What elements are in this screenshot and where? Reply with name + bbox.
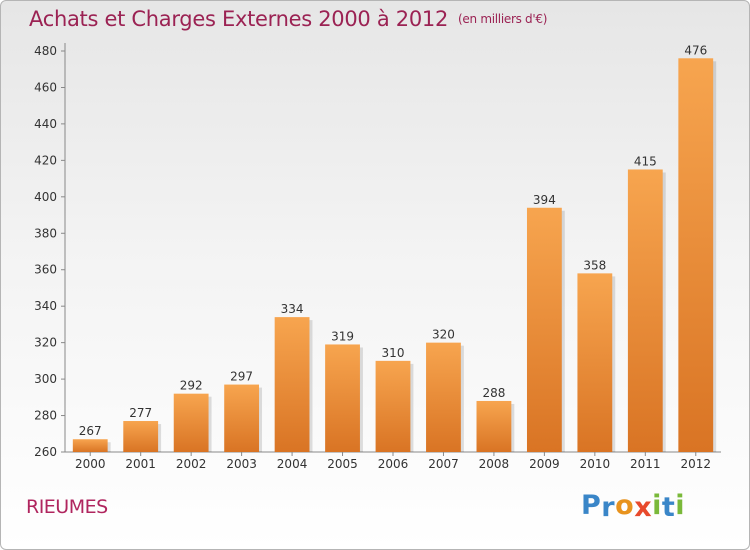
x-tick-label: 2003 (226, 457, 257, 471)
x-tick-label: 2009 (529, 457, 560, 471)
data-label-2001: 277 (129, 406, 152, 420)
bar-2007 (426, 342, 461, 452)
logo-letter: r (601, 492, 616, 523)
x-tick-label: 2010 (580, 457, 611, 471)
bar-2004 (274, 317, 310, 452)
logo-letter: i (652, 490, 662, 521)
commune-name: RIEUMES (26, 496, 108, 518)
bar-2010 (577, 273, 613, 452)
x-tick-label: 2001 (125, 457, 156, 471)
data-label-2002: 292 (180, 379, 203, 393)
y-tick-label: 420 (34, 153, 57, 167)
data-label-2008: 288 (482, 386, 505, 400)
data-label-2003: 297 (230, 370, 253, 384)
chart-subtitle: (en milliers d'€) (458, 12, 548, 26)
y-tick-label: 460 (34, 80, 57, 94)
bar-2009 (526, 207, 562, 452)
bar-2003 (224, 384, 260, 452)
x-tick-label: 2002 (176, 457, 207, 471)
x-tick-label: 2008 (479, 457, 510, 471)
y-tick-label: 260 (34, 445, 57, 459)
x-tick-label: 2000 (75, 457, 106, 471)
y-tick-label: 300 (34, 372, 57, 386)
data-label-2012: 476 (684, 43, 707, 57)
y-tick-label: 380 (34, 226, 57, 240)
proxiti-logo[interactable]: Proxiti (581, 490, 686, 523)
chart-title: Achats et Charges Externes 2000 à 2012 (e… (29, 7, 547, 31)
bar-2005 (325, 344, 360, 452)
logo-letter: P (581, 490, 602, 521)
logo-letter: x (634, 492, 653, 523)
bar-2001 (123, 421, 159, 452)
bar-2011 (627, 169, 663, 452)
x-tick-label: 2005 (327, 457, 358, 471)
bar-2002 (173, 393, 209, 452)
logo-letter: t (661, 492, 676, 523)
y-tick-label: 320 (34, 336, 57, 350)
y-tick-label: 400 (34, 190, 57, 204)
data-label-2010: 358 (583, 258, 606, 272)
data-label-2004: 334 (281, 302, 304, 316)
x-tick-label: 2006 (378, 457, 409, 471)
chart-data-labels: 267 277 292 297 334 319 310 320 288 394 358 415 476 (79, 43, 707, 438)
bar-2006 (375, 360, 411, 452)
logo-letter: i (675, 490, 686, 521)
chart-bars (72, 58, 717, 453)
x-tick-label: 2012 (680, 457, 711, 471)
y-tick-label: 360 (34, 263, 57, 277)
x-tick-label: 2011 (630, 457, 661, 471)
data-label-2000: 267 (79, 424, 102, 438)
data-label-2011: 415 (634, 154, 657, 168)
y-tick-label: 340 (34, 299, 57, 313)
x-tick-label: 2007 (428, 457, 459, 471)
bar-2008 (476, 400, 512, 452)
y-tick-label: 280 (34, 409, 57, 423)
data-label-2009: 394 (533, 193, 556, 207)
chart-title-text: Achats et Charges Externes 2000 à 2012 (29, 7, 449, 31)
y-tick-label: 480 (34, 44, 57, 58)
data-label-2007: 320 (432, 328, 455, 342)
y-tick-label: 440 (34, 117, 57, 131)
x-tick-label: 2004 (277, 457, 308, 471)
chart-axes: 260 280 300 320 340 360 380 400 420 440 460 480 2000… (34, 43, 721, 471)
bar-2000 (72, 439, 108, 452)
bar-2012 (678, 58, 714, 453)
data-label-2005: 319 (331, 329, 354, 343)
logo-letter: o (615, 490, 635, 521)
data-label-2006: 310 (382, 346, 405, 360)
